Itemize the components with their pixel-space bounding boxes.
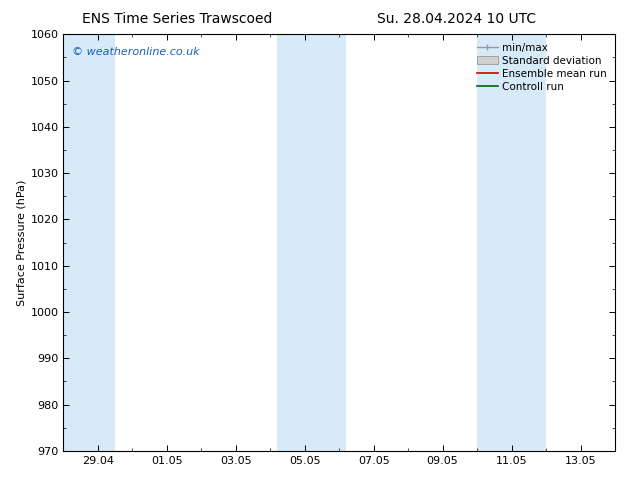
- Legend: min/max, Standard deviation, Ensemble mean run, Controll run: min/max, Standard deviation, Ensemble me…: [474, 40, 610, 95]
- Text: ENS Time Series Trawscoed: ENS Time Series Trawscoed: [82, 12, 273, 26]
- Y-axis label: Surface Pressure (hPa): Surface Pressure (hPa): [16, 179, 26, 306]
- Text: Su. 28.04.2024 10 UTC: Su. 28.04.2024 10 UTC: [377, 12, 536, 26]
- Text: © weatheronline.co.uk: © weatheronline.co.uk: [72, 47, 199, 57]
- Bar: [63, 34, 115, 451]
- Bar: [477, 34, 546, 451]
- Bar: [277, 34, 346, 451]
